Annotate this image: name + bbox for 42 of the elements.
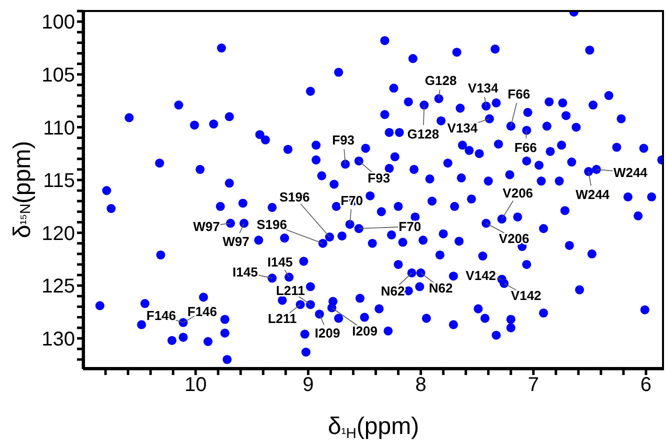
- annotation: G128: [424, 73, 457, 88]
- annotation: F146: [187, 304, 218, 320]
- annotation: F66: [508, 86, 530, 102]
- annotation: I209: [314, 326, 340, 341]
- annotation: F66: [514, 140, 537, 155]
- annotation: V134: [468, 80, 500, 96]
- annotation: F93: [332, 132, 355, 148]
- x-tick-label: 10: [184, 374, 207, 396]
- annotation: V134: [447, 120, 478, 136]
- annotation: V142: [510, 288, 542, 303]
- annotation: F70: [398, 219, 422, 234]
- y-tick-label: 115: [43, 170, 75, 192]
- annotation: I145: [267, 254, 293, 270]
- x-tick-label: 6: [640, 374, 652, 396]
- annotation: L211: [268, 311, 297, 326]
- x-tick-label: 7: [528, 374, 539, 396]
- annotation: V206: [498, 230, 530, 246]
- annotation: N62: [428, 280, 453, 296]
- y-tick-label: 105: [42, 64, 75, 87]
- annotation: I209: [352, 323, 378, 338]
- annotation: S196: [256, 216, 288, 232]
- annotation: W244: [613, 164, 648, 180]
- annotation: I145: [232, 264, 258, 280]
- annotation: W97: [193, 218, 220, 234]
- annotation: V206: [502, 186, 534, 201]
- y-tick-label: 100: [42, 12, 75, 34]
- annotation: W244: [576, 187, 610, 202]
- annotation: F93: [368, 170, 390, 186]
- y-tick-label: 110: [43, 117, 75, 140]
- annotation: W97: [222, 234, 250, 249]
- annotation: L211: [276, 283, 305, 298]
- y-tick-label: 120: [42, 222, 75, 245]
- annotation: V142: [466, 268, 496, 283]
- x-tick-label: 9: [302, 374, 314, 396]
- annotation: F146: [146, 308, 176, 324]
- y-tick-label: 130: [42, 328, 75, 350]
- y-tick-label: 125: [42, 276, 75, 298]
- annotation: S196: [279, 190, 310, 205]
- annotation: G128: [407, 126, 440, 142]
- annotation: N62: [380, 283, 405, 298]
- x-tick-label: 8: [415, 374, 426, 396]
- x-axis-title: δ$_{¹H}$(ppm): [328, 413, 420, 440]
